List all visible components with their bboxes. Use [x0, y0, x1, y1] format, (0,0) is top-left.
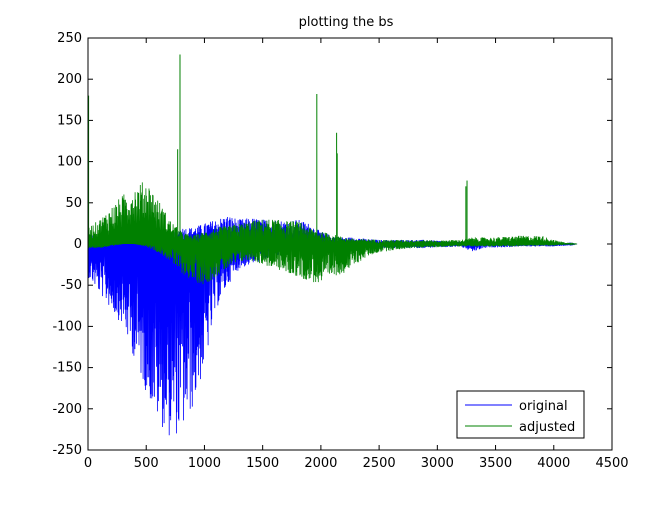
legend-box [456, 390, 585, 439]
y-tick-label: 50 [65, 196, 82, 211]
y-tick-label: 200 [57, 72, 82, 87]
x-tick-label: 500 [134, 456, 159, 471]
y-tick-label: -200 [52, 402, 82, 417]
x-tick-label: 3000 [421, 456, 454, 471]
y-tick-label: -250 [52, 443, 82, 458]
axes-box [87, 37, 613, 451]
y-tick-label: -100 [52, 319, 82, 334]
y-tick-label: 250 [57, 31, 82, 46]
y-tick-label: 100 [57, 155, 82, 170]
x-tick-label: 4500 [595, 456, 628, 471]
chart-title: plotting the bs [299, 15, 394, 30]
x-axis-ticks: 0 500 1000 1500 2000 2500 3000 3500 4000 4500 [84, 38, 629, 471]
y-tick-label: 150 [57, 113, 82, 128]
y-tick-label: -50 [61, 278, 82, 293]
x-tick-label: 1000 [188, 456, 221, 471]
legend-label-original: original [519, 399, 568, 414]
x-tick-label: 2500 [363, 456, 396, 471]
legend-label-adjusted: adjusted [519, 420, 575, 435]
x-tick-label: 2000 [304, 456, 337, 471]
y-axis-ticks: -250 -200 -150 -100 -50 0 50 100 150 200 250 [52, 31, 612, 458]
y-tick-label: -150 [52, 361, 82, 376]
series-layer [87, 54, 578, 436]
x-tick-label: 4000 [537, 456, 570, 471]
legend: original adjusted [456, 390, 585, 439]
series-line-adjusted [87, 182, 578, 285]
y-tick-label: 0 [74, 237, 82, 252]
x-tick-label: 0 [84, 456, 92, 471]
x-tick-label: 3500 [479, 456, 512, 471]
x-tick-label: 1500 [246, 456, 279, 471]
